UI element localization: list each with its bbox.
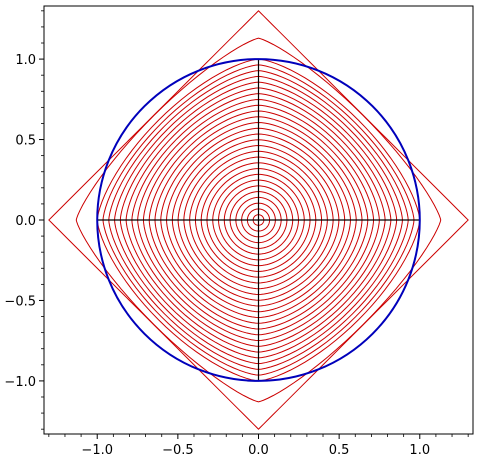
red-curve-0 xyxy=(48,10,469,430)
x-tick-label: 1.0 xyxy=(409,443,430,458)
y-tick-label: 1.0 xyxy=(15,53,36,68)
y-tick-label: −1.0 xyxy=(4,375,36,390)
curves-layer xyxy=(48,10,469,430)
y-tick-label: 0.5 xyxy=(15,134,36,149)
x-tick-label: 0.0 xyxy=(248,443,269,458)
x-tick-label: 0.5 xyxy=(329,443,350,458)
x-tick-label: −1.0 xyxy=(81,443,113,458)
red-curve-1 xyxy=(75,37,442,403)
x-axis-ticks: −1.0 −0.5 0.0 0.5 1.0 xyxy=(48,434,469,458)
y-axis-ticks: 1.0 0.5 0.0 −0.5 −1.0 xyxy=(4,10,44,430)
y-tick-label: 0.0 xyxy=(15,214,36,229)
y-tick-label: −0.5 xyxy=(4,294,36,309)
x-tick-label: −0.5 xyxy=(162,443,194,458)
unit-circle xyxy=(96,58,421,382)
